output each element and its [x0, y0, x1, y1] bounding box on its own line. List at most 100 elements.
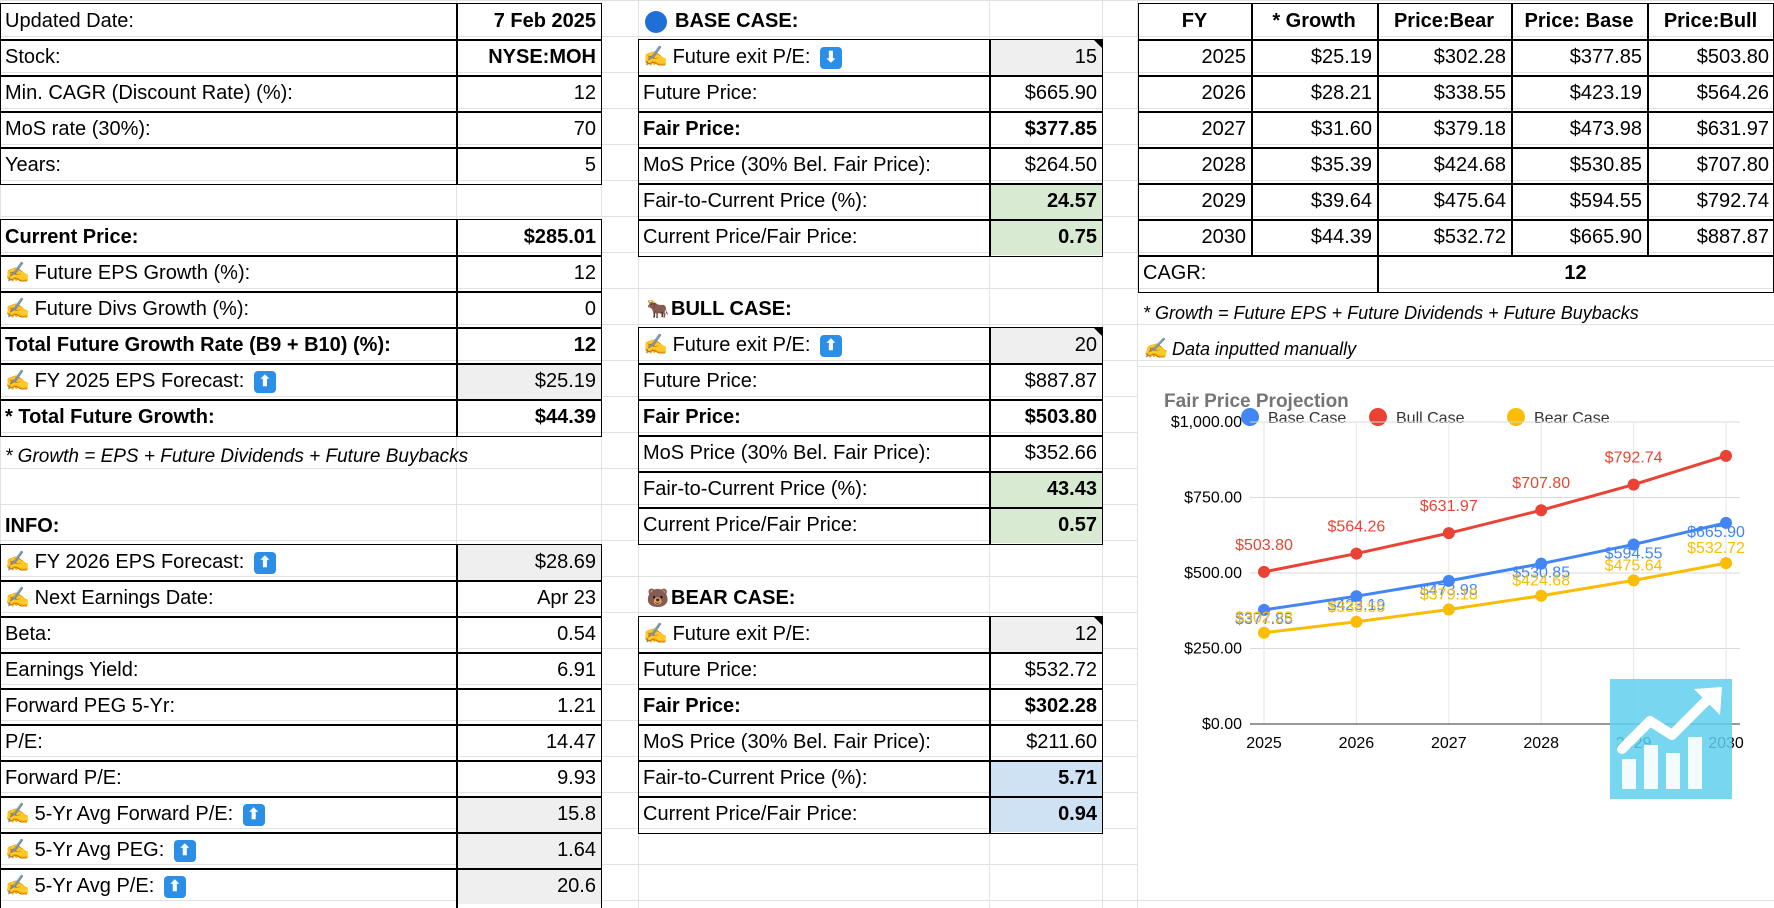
table-cell[interactable]: 2025 — [1201, 46, 1247, 68]
table-cell[interactable]: $532.72 — [1433, 226, 1506, 248]
value-forward-pe[interactable]: 9.93 — [557, 767, 596, 789]
bear-current-fair-value[interactable]: 0.94 — [989, 796, 1102, 832]
table-cell[interactable]: 2028 — [1201, 154, 1247, 176]
table-cell[interactable]: $530.85 — [1569, 154, 1642, 176]
bull-fair-to-current-value[interactable]: 43.43 — [989, 471, 1102, 507]
base-exit-pe-value[interactable]: 15 — [989, 39, 1102, 75]
base-fair-price-value[interactable]: $377.85 — [1024, 118, 1097, 140]
table-cell[interactable]: $887.87 — [1696, 226, 1769, 248]
table-cell[interactable]: $631.97 — [1696, 118, 1769, 140]
value-years[interactable]: 5 — [584, 154, 596, 176]
table-cell[interactable]: $473.98 — [1569, 118, 1642, 140]
data-label: $530.85 — [1512, 565, 1570, 582]
value-stock[interactable]: NYSE:MOH — [488, 46, 596, 68]
value-future-eps-growth[interactable]: 12 — [573, 262, 596, 284]
base-future-price-value[interactable]: $665.90 — [1024, 82, 1097, 104]
y-tick-label: $750.00 — [1184, 490, 1242, 507]
table-cell[interactable]: $423.19 — [1569, 82, 1642, 104]
label-updated-date: Updated Date: — [5, 10, 134, 32]
table-cell[interactable]: 2027 — [1201, 118, 1247, 140]
value-earnings-yield[interactable]: 6.91 — [557, 659, 596, 681]
table-cell[interactable]: $379.18 — [1433, 118, 1506, 140]
y-tick-label: $1,000.00 — [1171, 414, 1242, 431]
bear-fair-price-value[interactable]: $302.28 — [1024, 695, 1097, 717]
value-fy2026-eps[interactable]: $28.69 — [456, 544, 601, 580]
bear-fair-to-current-value[interactable]: 5.71 — [989, 760, 1102, 796]
legend-marker — [1507, 408, 1525, 426]
bear-future-price-label: Future Price: — [643, 659, 758, 681]
table-cell[interactable]: 2030 — [1201, 226, 1247, 248]
value-forward-peg[interactable]: 1.21 — [557, 695, 596, 717]
table-cell[interactable]: $338.55 — [1433, 82, 1506, 104]
bear-future-price-value[interactable]: $532.72 — [1024, 659, 1097, 681]
table-cell[interactable]: $44.39 — [1310, 226, 1372, 248]
bull-current-fair-value[interactable]: 0.57 — [989, 507, 1102, 543]
value-5yr-avg-fwd-pe[interactable]: 15.8 — [456, 796, 601, 832]
value-5yr-avg-peg[interactable]: 1.64 — [456, 832, 601, 868]
value-5yr-avg-pe[interactable]: 20.6 — [456, 868, 601, 904]
table-cell[interactable]: $707.80 — [1696, 154, 1769, 176]
bear-case-title-row: 🐻BEAR CASE: — [640, 580, 990, 616]
writing-hand-icon: ✍ — [5, 587, 30, 609]
row-line — [638, 75, 1103, 77]
data-label: $302.28 — [1235, 610, 1293, 627]
label-total-future-growth: * Total Future Growth: — [5, 406, 215, 428]
base-current-fair-value[interactable]: 0.75 — [989, 219, 1102, 255]
value-updated-date[interactable]: 7 Feb 2025 — [493, 10, 596, 32]
bull-mos-price-value[interactable]: $352.66 — [1024, 442, 1097, 464]
value-mos-rate[interactable]: 70 — [573, 118, 596, 140]
row-line — [638, 111, 1103, 113]
table-cell[interactable]: $503.80 — [1696, 46, 1769, 68]
note-marker-icon — [1094, 40, 1102, 48]
legend-marker — [1369, 408, 1387, 426]
table-cell[interactable]: $377.85 — [1569, 46, 1642, 68]
table-cell[interactable]: $302.28 — [1433, 46, 1506, 68]
table-cell[interactable]: $594.55 — [1569, 190, 1642, 212]
bull-future-price-value[interactable]: $887.87 — [1024, 370, 1097, 392]
table-cell[interactable]: $25.19 — [1310, 46, 1372, 68]
table-cell[interactable]: $424.68 — [1433, 154, 1506, 176]
value-min-cagr[interactable]: 12 — [573, 82, 596, 104]
value-pe[interactable]: 14.47 — [545, 731, 596, 753]
table-cell[interactable]: $665.90 — [1569, 226, 1642, 248]
row-line — [0, 399, 602, 401]
row-line — [0, 75, 602, 77]
writing-hand-icon: ✍ — [1143, 338, 1168, 360]
table-cell[interactable]: $31.60 — [1310, 118, 1372, 140]
value-next-earnings[interactable]: Apr 23 — [537, 587, 596, 609]
data-point — [1350, 590, 1363, 603]
value-current-price[interactable]: $285.01 — [523, 226, 596, 248]
bear-mos-price-value[interactable]: $211.60 — [1026, 731, 1097, 753]
row-line — [0, 255, 602, 257]
legend-label: Bull Case — [1396, 410, 1465, 427]
data-point — [1442, 527, 1455, 540]
bull-case-title-row: 🐂BULL CASE: — [640, 291, 990, 327]
table-cell[interactable]: $475.64 — [1433, 190, 1506, 212]
bull-exit-pe-value[interactable]: 20 — [989, 327, 1102, 363]
value-total-future-growth[interactable]: $44.39 — [534, 406, 596, 428]
value-beta[interactable]: 0.54 — [557, 623, 596, 645]
bull-current-fair-label: Current Price/Fair Price: — [643, 514, 858, 536]
value-fy2025-eps[interactable]: $25.19 — [456, 363, 601, 399]
bull-fair-price-value[interactable]: $503.80 — [1024, 406, 1097, 428]
row-line — [0, 868, 602, 870]
table-cell[interactable]: 2029 — [1201, 190, 1247, 212]
base-mos-price-value[interactable]: $264.50 — [1024, 154, 1097, 176]
base-fair-to-current-value[interactable]: 24.57 — [989, 183, 1102, 219]
table-cell[interactable]: $35.39 — [1310, 154, 1372, 176]
value-future-divs-growth[interactable]: 0 — [584, 298, 596, 320]
bull-exit-pe-row: ✍ Future exit P/E: ⬆ — [638, 327, 989, 363]
table-cell[interactable]: $564.26 — [1696, 82, 1769, 104]
value-total-future-growth-rate[interactable]: 12 — [573, 334, 596, 356]
table-cell[interactable]: $39.64 — [1310, 190, 1372, 212]
table-cell[interactable]: $28.21 — [1310, 82, 1372, 104]
data-point — [1535, 504, 1548, 517]
row-line — [0, 111, 602, 113]
table-cell[interactable]: $792.74 — [1696, 190, 1769, 212]
row-line — [1138, 147, 1774, 149]
cagr-value[interactable]: 12 — [1564, 262, 1587, 284]
fair-price-chart[interactable]: Fair Price Projection Base Case Bull Case… — [1138, 366, 1774, 873]
bear-exit-pe-value[interactable]: 12 — [989, 616, 1102, 652]
manual-data-note-row: ✍ Data inputted manually — [1138, 331, 1774, 367]
table-cell[interactable]: 2026 — [1201, 82, 1247, 104]
